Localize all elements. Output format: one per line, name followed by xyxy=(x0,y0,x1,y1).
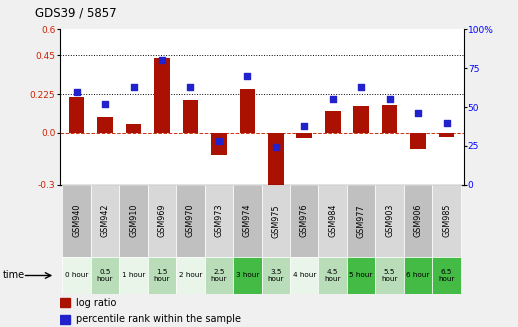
Bar xyxy=(91,185,119,257)
Text: 4.5
hour: 4.5 hour xyxy=(324,269,341,282)
Bar xyxy=(433,185,461,257)
Bar xyxy=(176,257,205,294)
Bar xyxy=(233,185,262,257)
Bar xyxy=(410,133,426,148)
Text: GSM985: GSM985 xyxy=(442,204,451,237)
Text: 6 hour: 6 hour xyxy=(407,272,430,279)
Text: 2 hour: 2 hour xyxy=(179,272,202,279)
Bar xyxy=(347,185,376,257)
Text: 1 hour: 1 hour xyxy=(122,272,145,279)
Point xyxy=(300,123,308,128)
Bar xyxy=(148,185,176,257)
Point xyxy=(414,111,422,116)
Bar xyxy=(60,298,69,307)
Bar xyxy=(382,105,397,133)
Text: 0.5
hour: 0.5 hour xyxy=(97,269,113,282)
Bar xyxy=(176,185,205,257)
Bar xyxy=(205,185,233,257)
Bar xyxy=(347,257,376,294)
Bar xyxy=(62,185,91,257)
Text: 6.5
hour: 6.5 hour xyxy=(438,269,455,282)
Text: GSM969: GSM969 xyxy=(157,204,166,237)
Point xyxy=(271,145,280,150)
Point xyxy=(101,101,109,107)
Bar xyxy=(62,257,91,294)
Bar xyxy=(148,257,176,294)
Bar xyxy=(353,106,369,133)
Text: GSM906: GSM906 xyxy=(413,204,423,237)
Text: GSM910: GSM910 xyxy=(129,204,138,237)
Text: GSM970: GSM970 xyxy=(186,204,195,237)
Bar xyxy=(97,117,113,133)
Bar xyxy=(319,257,347,294)
Text: GDS39 / 5857: GDS39 / 5857 xyxy=(35,7,117,19)
Text: time: time xyxy=(3,270,25,281)
Bar xyxy=(376,185,404,257)
Point xyxy=(243,73,252,78)
Text: 3 hour: 3 hour xyxy=(236,272,259,279)
Point xyxy=(215,139,223,144)
Point xyxy=(130,84,138,90)
Point xyxy=(442,120,451,125)
Bar xyxy=(233,257,262,294)
Bar xyxy=(376,257,404,294)
Text: GSM976: GSM976 xyxy=(300,204,309,237)
Bar xyxy=(91,257,119,294)
Text: GSM977: GSM977 xyxy=(357,204,366,237)
Text: 2.5
hour: 2.5 hour xyxy=(211,269,227,282)
Point xyxy=(385,97,394,102)
Bar xyxy=(262,257,290,294)
Text: 0 hour: 0 hour xyxy=(65,272,89,279)
Bar xyxy=(119,185,148,257)
Bar xyxy=(211,133,227,155)
Text: GSM903: GSM903 xyxy=(385,204,394,237)
Bar xyxy=(268,133,284,188)
Text: 1.5
hour: 1.5 hour xyxy=(154,269,170,282)
Bar xyxy=(205,257,233,294)
Point xyxy=(328,97,337,102)
Bar xyxy=(296,133,312,138)
Point xyxy=(186,84,195,90)
Bar xyxy=(404,257,433,294)
Bar xyxy=(69,97,84,133)
Bar xyxy=(433,257,461,294)
Bar xyxy=(183,100,198,133)
Text: GSM974: GSM974 xyxy=(243,204,252,237)
Bar xyxy=(439,133,454,137)
Text: 4 hour: 4 hour xyxy=(293,272,316,279)
Point xyxy=(73,89,81,94)
Text: GSM975: GSM975 xyxy=(271,204,280,237)
Text: GSM940: GSM940 xyxy=(72,204,81,237)
Bar xyxy=(325,111,340,133)
Bar xyxy=(60,315,69,324)
Text: GSM973: GSM973 xyxy=(214,204,223,237)
Text: percentile rank within the sample: percentile rank within the sample xyxy=(76,314,241,324)
Text: 5 hour: 5 hour xyxy=(350,272,373,279)
Bar xyxy=(404,185,433,257)
Bar xyxy=(239,89,255,133)
Text: GSM942: GSM942 xyxy=(100,204,110,237)
Text: GSM984: GSM984 xyxy=(328,204,337,237)
Bar xyxy=(290,257,319,294)
Text: 3.5
hour: 3.5 hour xyxy=(268,269,284,282)
Bar xyxy=(119,257,148,294)
Bar xyxy=(319,185,347,257)
Text: log ratio: log ratio xyxy=(76,298,116,308)
Bar xyxy=(262,185,290,257)
Text: 5.5
hour: 5.5 hour xyxy=(381,269,398,282)
Bar xyxy=(154,58,170,133)
Point xyxy=(357,84,365,90)
Bar xyxy=(126,124,141,133)
Point xyxy=(158,58,166,63)
Bar xyxy=(290,185,319,257)
